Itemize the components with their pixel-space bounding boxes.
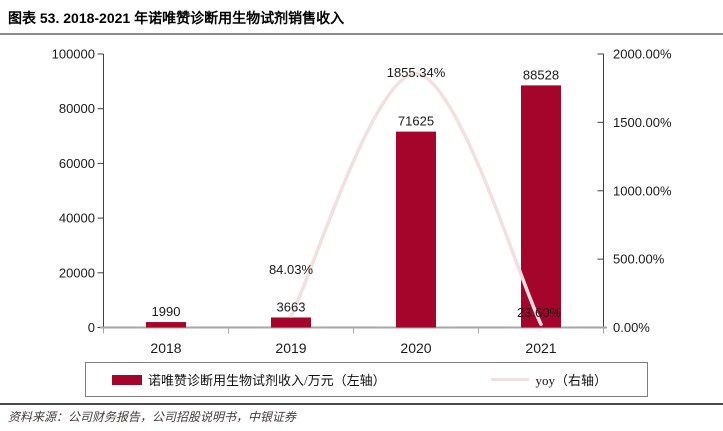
x-category-label: 2018: [150, 340, 181, 356]
chart-plot: 0 20000 40000 60000 80000 100000 0.00% 500.00% 1…: [52, 47, 672, 357]
right-axis-tick-label: 1000.00%: [613, 183, 672, 198]
title-divider: [0, 33, 723, 35]
source-note: 资料来源：公司财务报告，公司招股说明书，中银证券: [8, 410, 297, 424]
line-data-label: 84.03%: [269, 262, 314, 277]
chart-title: 图表 53. 2018-2021 年诺唯赞诊断用生物试剂销售收入: [8, 10, 345, 26]
x-category-label: 2020: [400, 340, 431, 356]
bar-data-label: 88528: [523, 67, 559, 82]
bar-2018: [146, 322, 186, 328]
left-axis-tick-label: 40000: [59, 211, 95, 226]
right-axis-tick-label: 0.00%: [613, 320, 650, 335]
x-category-label: 2021: [525, 340, 556, 356]
right-axis-tick-label: 500.00%: [613, 252, 665, 267]
yoy-line: [289, 72, 543, 327]
bar-2019: [271, 317, 311, 328]
x-category-label: 2019: [275, 340, 306, 356]
legend-item-yoy: yoy（右轴）: [491, 370, 607, 389]
line-data-label: 1855.34%: [387, 65, 446, 80]
right-axis-tick-label: 2000.00%: [613, 47, 672, 62]
left-axis-tick-label: 80000: [59, 101, 95, 116]
legend-line-label: yoy（右轴）: [535, 373, 607, 388]
right-axis-tick-label: 1500.00%: [613, 115, 672, 130]
legend-bar-swatch: [112, 374, 142, 385]
legend-line-swatch: [491, 378, 530, 381]
left-axis-tick-label: 100000: [52, 47, 95, 62]
left-axis-tick-label: 20000: [59, 265, 95, 280]
left-axis-tick-label: 60000: [59, 156, 95, 171]
bar-data-label: 3663: [277, 299, 306, 314]
chart-legend: 诺唯赞诊断用生物试剂收入/万元（左轴） yoy（右轴）: [85, 362, 648, 397]
bar-data-label: 71625: [398, 114, 434, 129]
legend-item-revenue: 诺唯赞诊断用生物试剂收入/万元（左轴）: [112, 370, 386, 389]
bar-data-label: 1990: [152, 304, 181, 319]
bar-2020: [396, 131, 436, 328]
left-axis-tick-label: 0: [88, 320, 95, 335]
legend-bar-label: 诺唯赞诊断用生物试剂收入/万元（左轴）: [148, 373, 386, 388]
line-data-label: 23.60%: [517, 305, 562, 320]
footer-divider: [0, 403, 723, 405]
